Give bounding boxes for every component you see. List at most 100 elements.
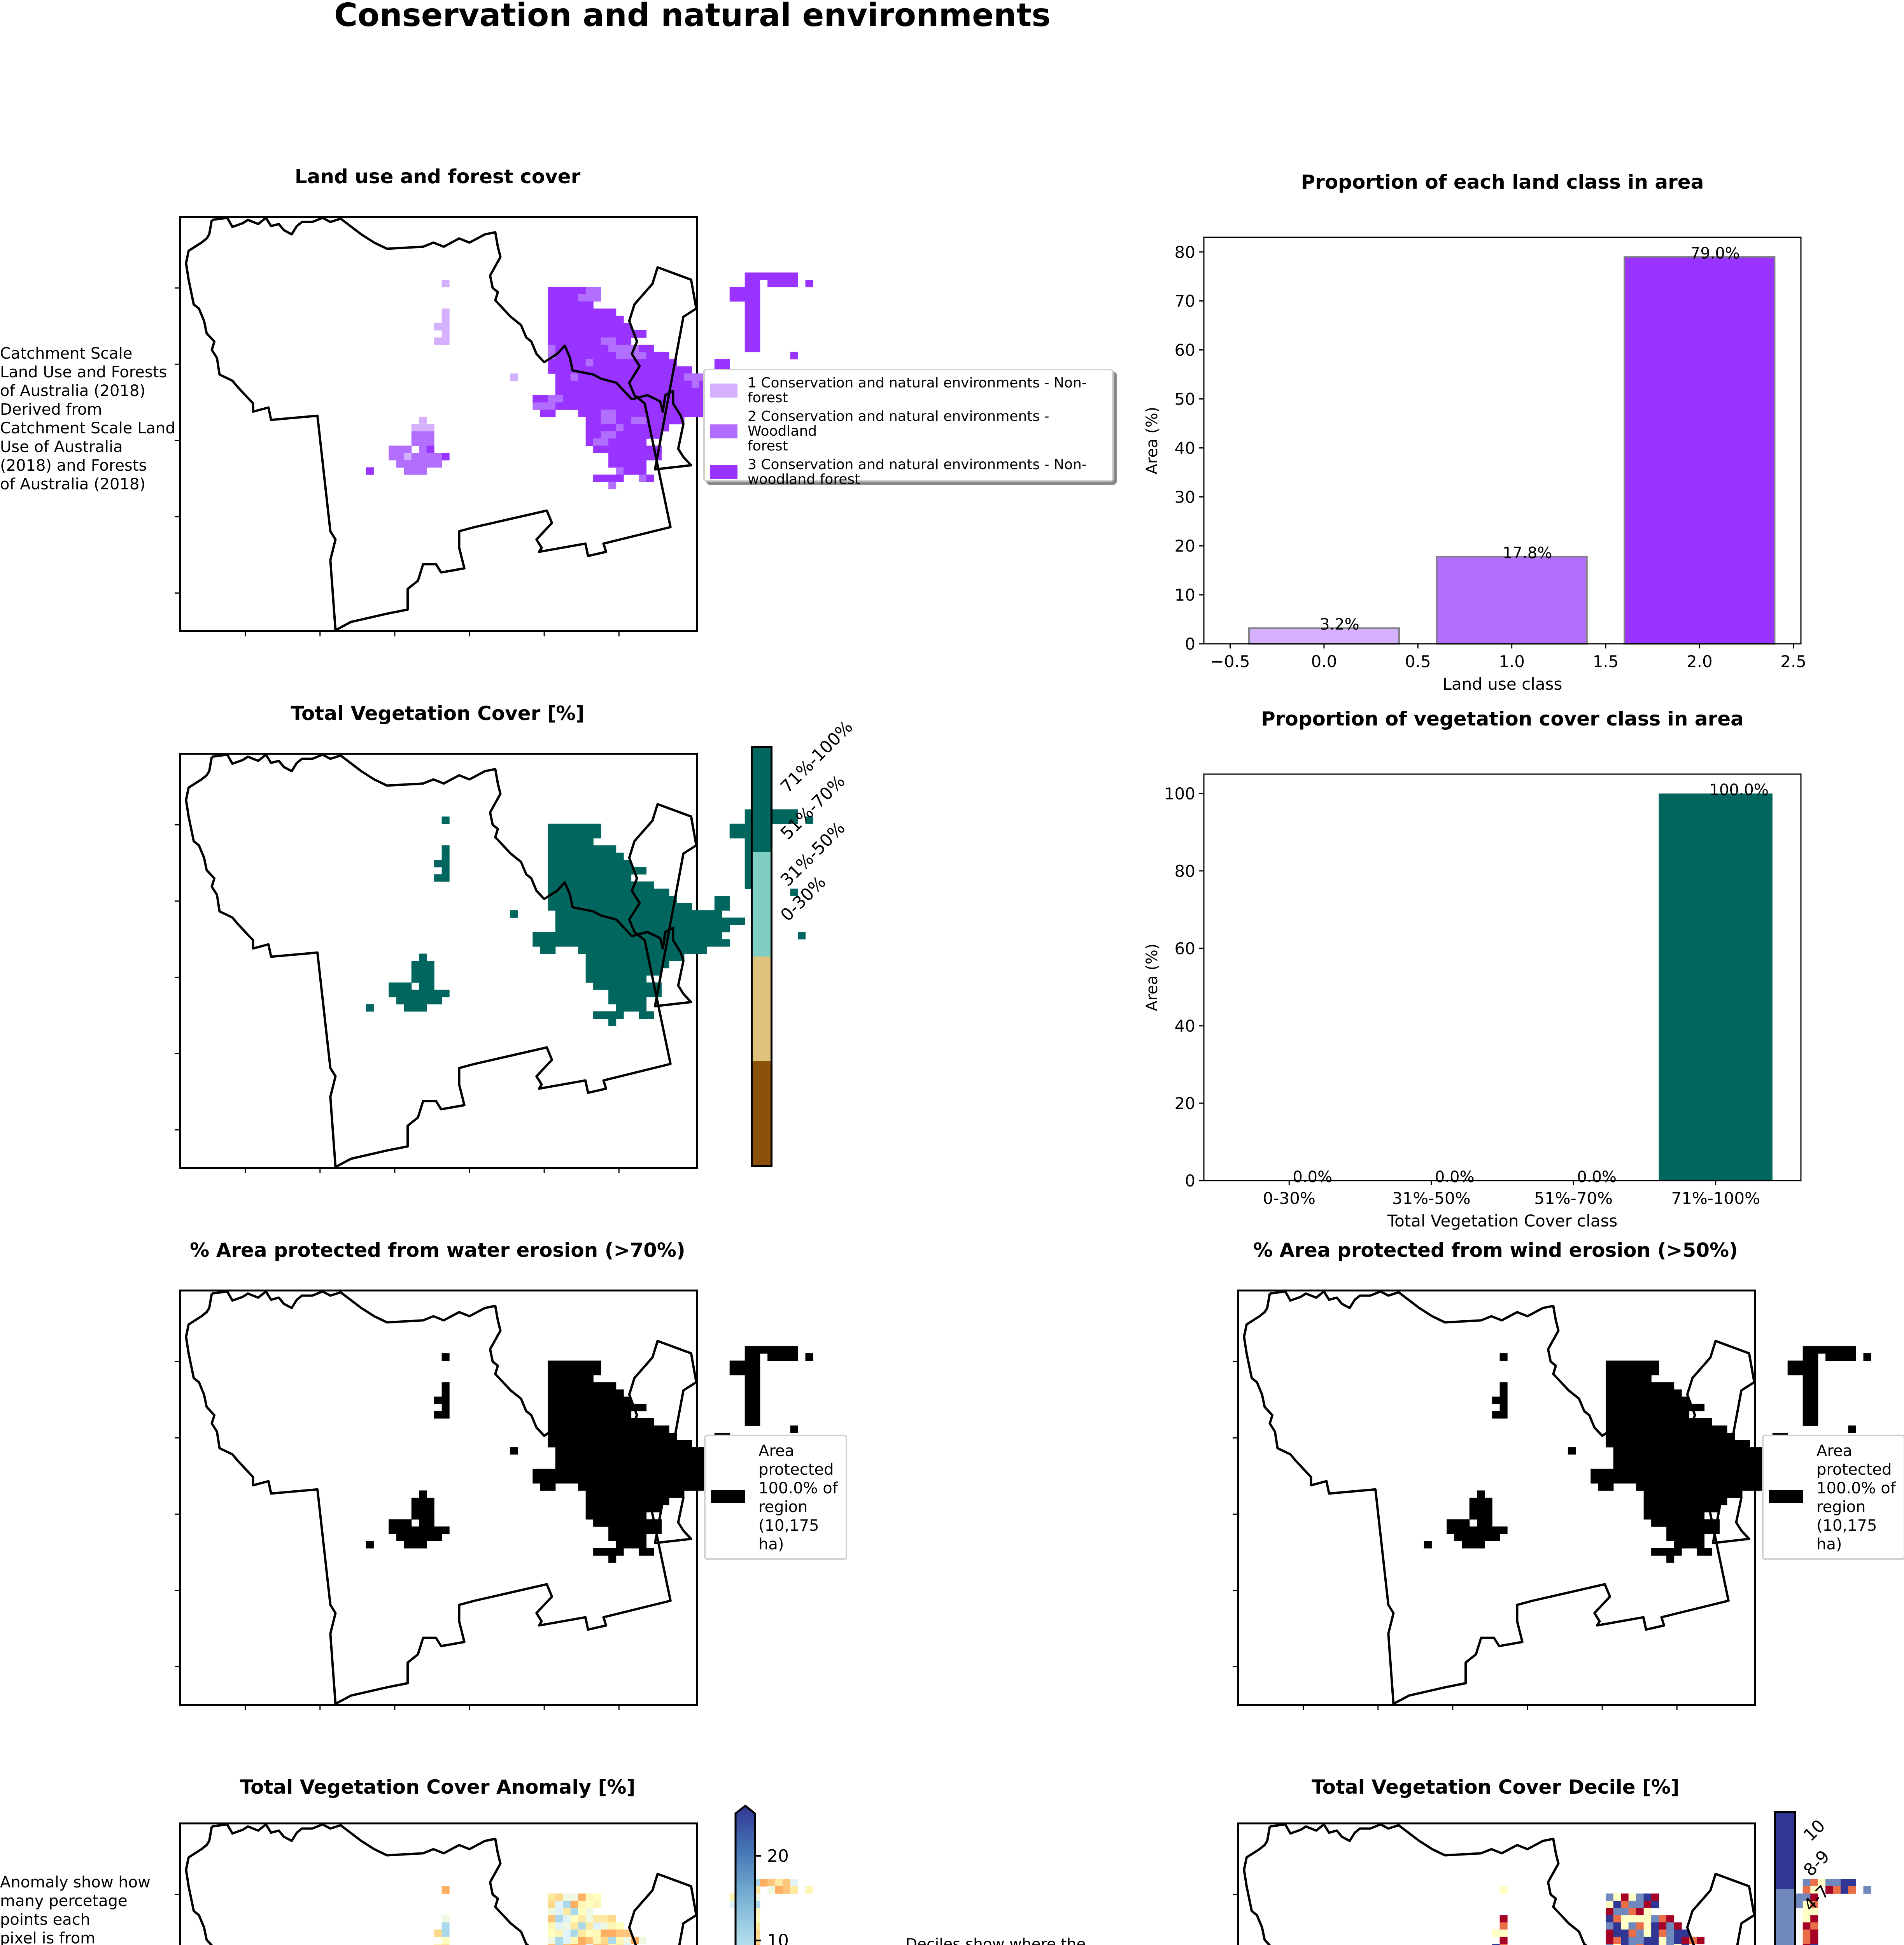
map-pixel — [1674, 1447, 1682, 1455]
map-pixel — [661, 373, 669, 381]
map-pixel — [593, 1425, 601, 1433]
map-pixel — [624, 910, 632, 918]
map-pixel — [441, 337, 450, 345]
map-pixel — [578, 1397, 586, 1404]
map-pixel — [593, 1411, 601, 1419]
map-pixel — [1734, 1447, 1743, 1455]
map-pixel — [631, 453, 639, 461]
bar-data-label: 0.0% — [1293, 1168, 1332, 1186]
map-pixel — [608, 308, 617, 316]
map-pixel — [601, 337, 609, 345]
map-pixel — [563, 294, 571, 302]
map-pixel — [1704, 1433, 1712, 1440]
map-pixel — [676, 402, 685, 410]
map-pixel — [631, 946, 639, 954]
map-pixel — [616, 888, 624, 896]
map-pixel — [563, 867, 571, 875]
map-pixel — [548, 337, 556, 345]
map-pixel — [555, 1468, 563, 1476]
map-pixel — [593, 831, 601, 839]
map-pixel — [578, 345, 586, 352]
map-pixel — [624, 1433, 632, 1440]
map-pixel — [608, 939, 617, 947]
map-pixel — [624, 1936, 632, 1945]
map-pixel — [631, 1519, 639, 1527]
map-pixel — [548, 1483, 556, 1491]
map-pixel — [676, 917, 685, 925]
map-pixel — [608, 968, 617, 976]
map-pixel — [608, 359, 617, 367]
legend-swatch — [710, 424, 737, 438]
map-pixel — [578, 838, 586, 846]
map-pixel — [593, 824, 601, 831]
decile-note: Deciles show where the pixel value lies … — [906, 1935, 1147, 1945]
map-pixel — [654, 925, 662, 932]
map-pixel — [616, 467, 624, 475]
map-pixel — [578, 301, 586, 309]
map-pixel — [411, 460, 419, 468]
wind-erosion-map — [1233, 1290, 1871, 1710]
map-pixel — [555, 337, 563, 345]
map-pixel — [1651, 1476, 1659, 1484]
map-pixel — [585, 287, 594, 294]
map-pixel — [1704, 1519, 1712, 1527]
map-pixel — [593, 337, 601, 345]
map-pixel — [593, 287, 601, 294]
map-pixel — [608, 1922, 617, 1930]
map-pixel — [624, 1476, 632, 1484]
map-pixel — [570, 315, 578, 323]
map-pixel — [578, 352, 586, 359]
map-pixel — [1590, 1476, 1599, 1484]
y-tick-label: 10 — [1175, 585, 1195, 605]
map-pixel — [707, 932, 715, 939]
note-line: of Australia (2018) — [0, 382, 145, 400]
map-pixel — [608, 323, 617, 331]
map-pixel — [1682, 1519, 1690, 1527]
map-pixel — [601, 402, 609, 410]
map-pixel — [744, 831, 753, 839]
map-pixel — [639, 888, 647, 896]
map-pixel — [692, 939, 700, 947]
map-pixel — [775, 1879, 783, 1887]
map-pixel — [419, 961, 427, 969]
map-pixel — [601, 946, 609, 954]
map-pixel — [1628, 1915, 1636, 1923]
map-pixel — [1628, 1425, 1636, 1433]
map-pixel — [661, 359, 669, 367]
map-pixel — [654, 1498, 662, 1505]
map-pixel — [790, 1879, 798, 1887]
map-pixel — [624, 1397, 632, 1404]
map-pixel — [744, 1368, 753, 1376]
map-pixel — [1643, 1404, 1652, 1412]
map-pixel — [1613, 1893, 1621, 1901]
map-pixels — [1424, 1346, 1871, 1563]
map-pixel — [419, 975, 427, 983]
map-pixel — [1606, 1483, 1614, 1491]
map-canvas — [175, 1823, 813, 1945]
map-pixel — [1734, 1476, 1743, 1484]
map-pixel — [570, 831, 578, 839]
map-pixel — [555, 1461, 563, 1469]
map-pixel — [608, 1018, 617, 1026]
map-pixel — [1712, 1498, 1720, 1505]
map-pixel — [1841, 1886, 1849, 1894]
map-pixel — [1674, 1944, 1682, 1945]
map-pixel — [548, 903, 556, 911]
map-pixel — [631, 1512, 639, 1520]
map-pixel — [555, 1944, 563, 1945]
map-pixel — [1651, 1368, 1659, 1376]
map-pixel — [631, 417, 639, 424]
map-pixel — [1689, 1519, 1697, 1527]
map-pixel — [654, 888, 662, 896]
map-pixel — [1651, 1425, 1659, 1433]
y-tick-label: 40 — [1175, 438, 1195, 457]
map-pixel — [1606, 1382, 1614, 1390]
map-pixel — [654, 910, 662, 918]
map-pixel — [1628, 1389, 1636, 1397]
map-pixel — [1674, 1411, 1682, 1419]
map-pixel — [555, 1476, 563, 1484]
map-pixel — [585, 1382, 594, 1390]
map-pixel — [555, 1915, 563, 1923]
map-pixel — [1802, 1886, 1811, 1894]
map-pixel — [570, 845, 578, 853]
